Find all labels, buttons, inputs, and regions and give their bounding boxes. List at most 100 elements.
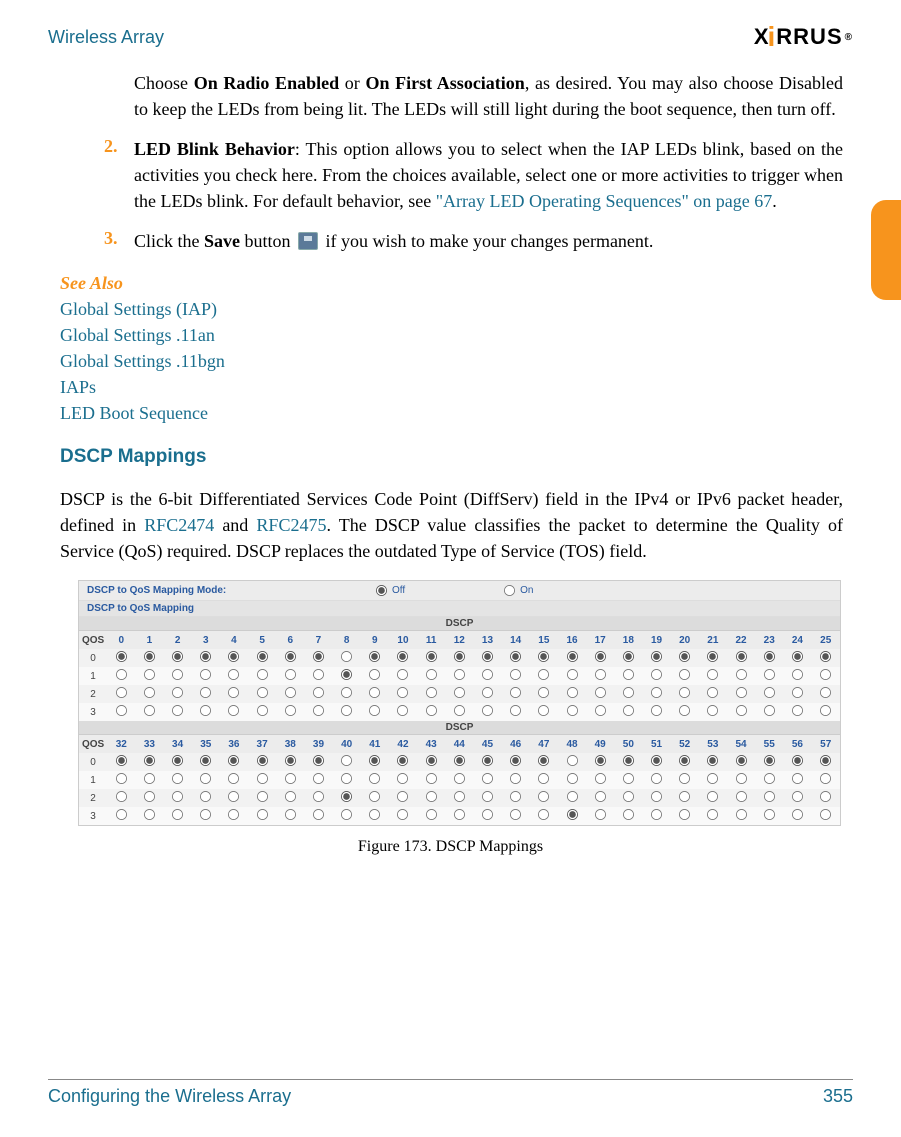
dscp-qos-radio[interactable] [566, 773, 577, 784]
dscp-qos-radio[interactable] [313, 809, 324, 820]
dscp-qos-radio[interactable] [116, 705, 127, 716]
dscp-qos-radio[interactable] [566, 651, 577, 662]
dscp-qos-radio[interactable] [285, 791, 296, 802]
dscp-qos-radio[interactable] [538, 773, 549, 784]
dscp-qos-radio[interactable] [538, 755, 549, 766]
dscp-qos-radio[interactable] [341, 755, 352, 766]
dscp-qos-radio[interactable] [510, 773, 521, 784]
dscp-qos-radio[interactable] [566, 705, 577, 716]
dscp-qos-radio[interactable] [820, 773, 831, 784]
dscp-qos-radio[interactable] [397, 755, 408, 766]
link-led-boot[interactable]: LED Boot Sequence [60, 400, 853, 426]
dscp-qos-radio[interactable] [566, 755, 577, 766]
dscp-qos-radio[interactable] [228, 773, 239, 784]
dscp-qos-radio[interactable] [538, 791, 549, 802]
dscp-qos-radio[interactable] [228, 687, 239, 698]
dscp-qos-radio[interactable] [200, 809, 211, 820]
dscp-qos-radio[interactable] [426, 809, 437, 820]
dscp-qos-radio[interactable] [426, 669, 437, 680]
dscp-qos-radio[interactable] [116, 773, 127, 784]
dscp-qos-radio[interactable] [426, 705, 437, 716]
dscp-qos-radio[interactable] [397, 651, 408, 662]
dscp-qos-radio[interactable] [257, 669, 268, 680]
dscp-qos-radio[interactable] [510, 687, 521, 698]
dscp-qos-radio[interactable] [200, 773, 211, 784]
dscp-qos-radio[interactable] [397, 809, 408, 820]
dscp-qos-radio[interactable] [482, 791, 493, 802]
dscp-qos-radio[interactable] [623, 669, 634, 680]
dscp-qos-radio[interactable] [623, 651, 634, 662]
dscp-qos-radio[interactable] [426, 687, 437, 698]
dscp-qos-radio[interactable] [651, 773, 662, 784]
dscp-qos-radio[interactable] [510, 705, 521, 716]
dscp-qos-radio[interactable] [369, 687, 380, 698]
dscp-qos-radio[interactable] [679, 791, 690, 802]
dscp-qos-radio[interactable] [792, 651, 803, 662]
dscp-qos-radio[interactable] [566, 669, 577, 680]
dscp-qos-radio[interactable] [116, 651, 127, 662]
dscp-qos-radio[interactable] [369, 669, 380, 680]
dscp-qos-radio[interactable] [482, 705, 493, 716]
dscp-qos-radio[interactable] [454, 669, 465, 680]
mode-on-radio[interactable] [504, 585, 515, 596]
dscp-qos-radio[interactable] [257, 755, 268, 766]
dscp-qos-radio[interactable] [764, 773, 775, 784]
dscp-qos-radio[interactable] [172, 705, 183, 716]
dscp-qos-radio[interactable] [313, 773, 324, 784]
dscp-qos-radio[interactable] [228, 791, 239, 802]
dscp-qos-radio[interactable] [736, 651, 747, 662]
dscp-qos-radio[interactable] [313, 669, 324, 680]
dscp-qos-radio[interactable] [369, 791, 380, 802]
dscp-qos-radio[interactable] [820, 791, 831, 802]
dscp-qos-radio[interactable] [651, 687, 662, 698]
dscp-qos-radio[interactable] [369, 755, 380, 766]
dscp-qos-radio[interactable] [200, 687, 211, 698]
mode-on-option[interactable]: On [503, 584, 533, 597]
dscp-qos-radio[interactable] [538, 705, 549, 716]
dscp-qos-radio[interactable] [736, 773, 747, 784]
dscp-qos-radio[interactable] [623, 705, 634, 716]
dscp-qos-radio[interactable] [228, 809, 239, 820]
dscp-qos-radio[interactable] [736, 705, 747, 716]
dscp-qos-radio[interactable] [285, 705, 296, 716]
dscp-qos-radio[interactable] [116, 687, 127, 698]
dscp-qos-radio[interactable] [820, 669, 831, 680]
dscp-qos-radio[interactable] [707, 651, 718, 662]
dscp-qos-radio[interactable] [172, 687, 183, 698]
dscp-qos-radio[interactable] [736, 687, 747, 698]
dscp-qos-radio[interactable] [595, 791, 606, 802]
dscp-qos-radio[interactable] [595, 705, 606, 716]
dscp-qos-radio[interactable] [736, 809, 747, 820]
dscp-qos-radio[interactable] [172, 755, 183, 766]
dscp-qos-radio[interactable] [397, 705, 408, 716]
dscp-qos-radio[interactable] [313, 705, 324, 716]
dscp-qos-radio[interactable] [257, 791, 268, 802]
dscp-qos-radio[interactable] [144, 651, 155, 662]
dscp-qos-radio[interactable] [257, 705, 268, 716]
link-iaps[interactable]: IAPs [60, 374, 853, 400]
link-global-11bgn[interactable]: Global Settings .11bgn [60, 348, 853, 374]
dscp-qos-radio[interactable] [595, 687, 606, 698]
dscp-qos-radio[interactable] [482, 669, 493, 680]
link-led-sequences[interactable]: "Array LED Operating Sequences" on page … [436, 191, 773, 211]
dscp-qos-radio[interactable] [454, 705, 465, 716]
dscp-qos-radio[interactable] [454, 651, 465, 662]
dscp-qos-radio[interactable] [116, 669, 127, 680]
dscp-qos-radio[interactable] [764, 669, 775, 680]
dscp-qos-radio[interactable] [792, 687, 803, 698]
dscp-qos-radio[interactable] [651, 651, 662, 662]
dscp-qos-radio[interactable] [426, 791, 437, 802]
dscp-qos-radio[interactable] [200, 669, 211, 680]
dscp-qos-radio[interactable] [172, 809, 183, 820]
dscp-qos-radio[interactable] [820, 705, 831, 716]
dscp-qos-radio[interactable] [454, 773, 465, 784]
dscp-qos-radio[interactable] [736, 755, 747, 766]
dscp-qos-radio[interactable] [707, 773, 718, 784]
dscp-qos-radio[interactable] [623, 791, 634, 802]
dscp-qos-radio[interactable] [228, 705, 239, 716]
dscp-qos-radio[interactable] [341, 809, 352, 820]
dscp-qos-radio[interactable] [454, 809, 465, 820]
dscp-qos-radio[interactable] [510, 651, 521, 662]
dscp-qos-radio[interactable] [820, 809, 831, 820]
dscp-qos-radio[interactable] [285, 687, 296, 698]
